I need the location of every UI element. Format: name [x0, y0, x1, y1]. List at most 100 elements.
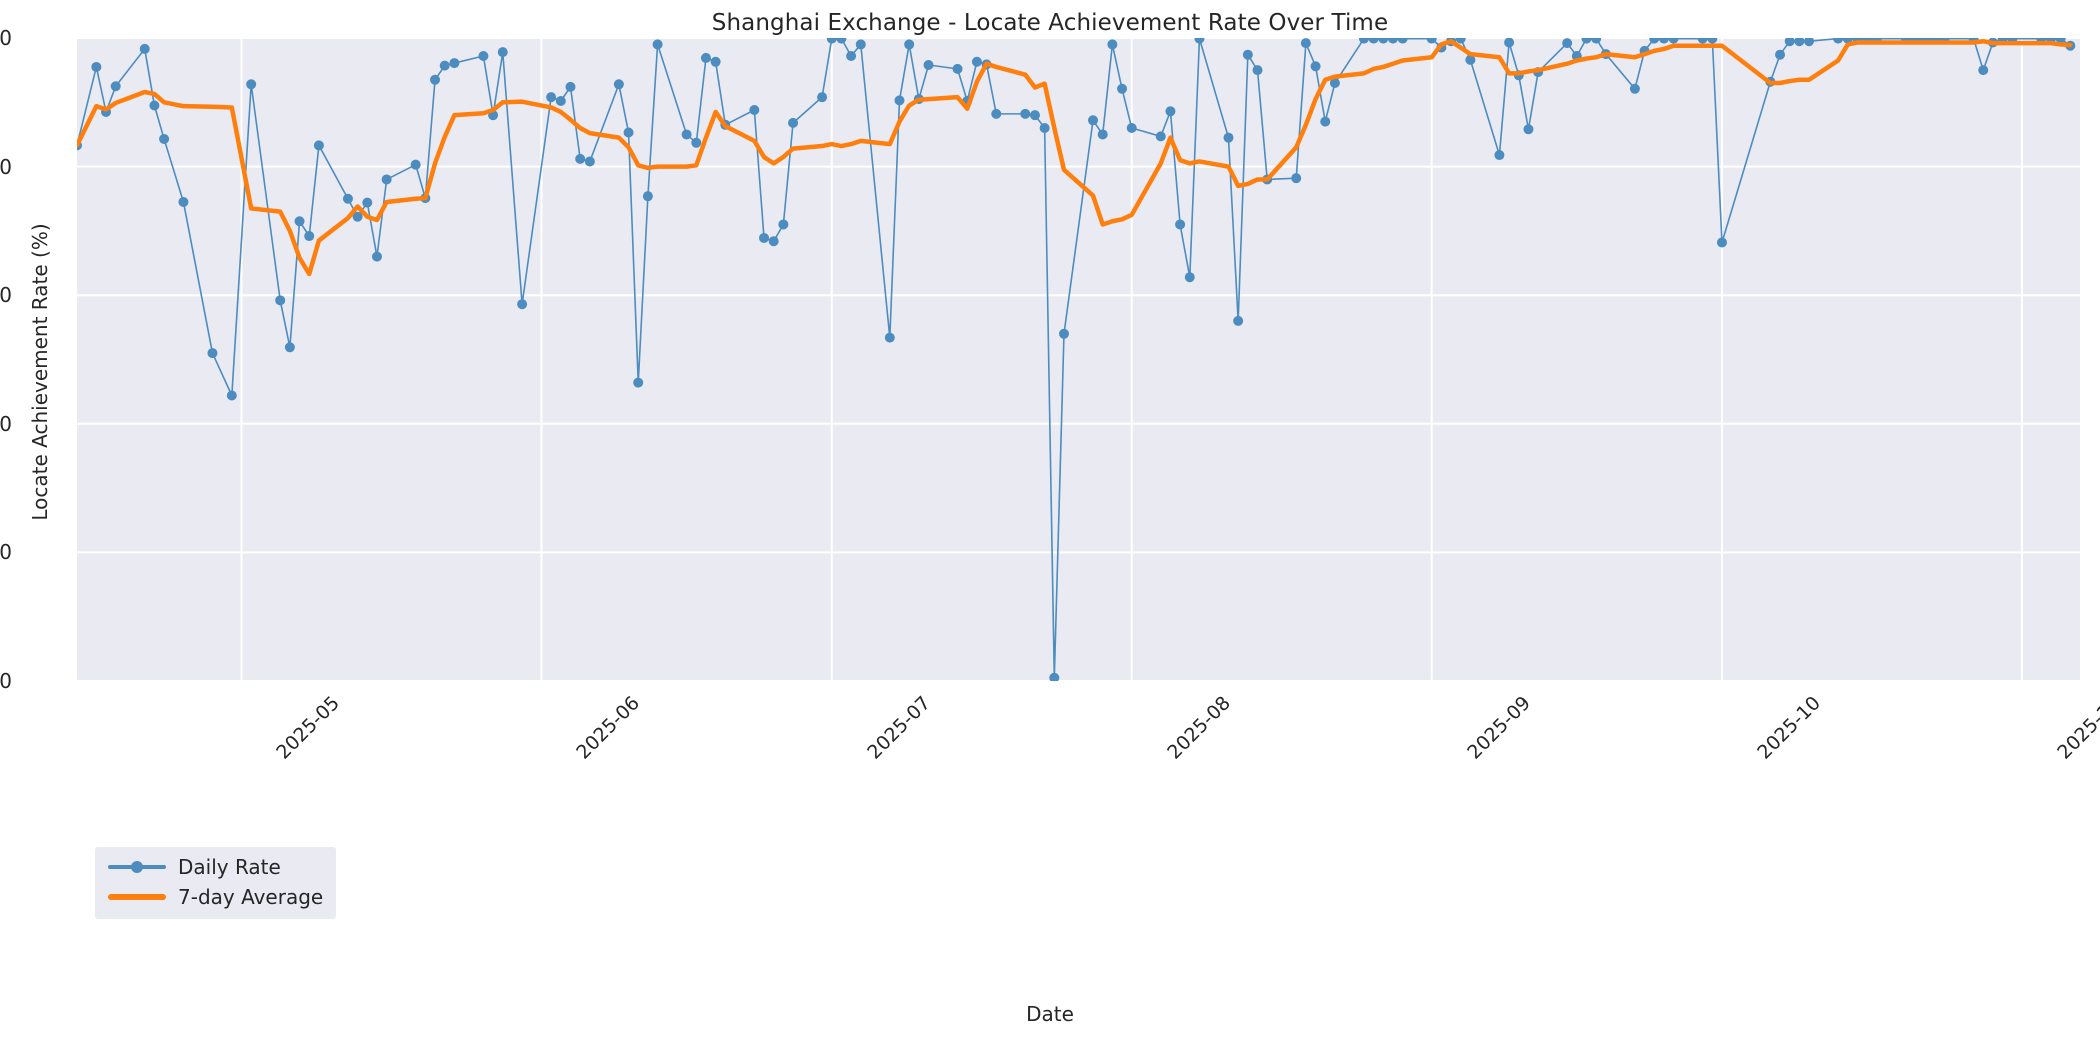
- y-tick-label: 0: [0, 669, 12, 693]
- data-point-marker: [1291, 173, 1302, 184]
- x-tick-label: 2025-05: [272, 692, 345, 764]
- data-point-marker: [1368, 38, 1379, 44]
- data-point-marker: [1039, 123, 1050, 134]
- series-2: [77, 38, 2073, 277]
- data-point-marker: [555, 96, 566, 107]
- data-point-marker: [1649, 38, 1660, 44]
- data-point-marker: [884, 332, 895, 343]
- data-point-marker: [1320, 116, 1331, 127]
- y-tick-label: 20: [0, 540, 12, 565]
- data-point-marker: [275, 295, 286, 306]
- data-point-marker: [546, 92, 557, 103]
- data-point-marker: [1775, 49, 1786, 60]
- data-point-marker: [826, 38, 837, 44]
- data-point-marker: [517, 299, 528, 310]
- y-tick-label: 40: [0, 411, 12, 436]
- data-point-marker: [1126, 123, 1137, 134]
- data-point-marker: [681, 129, 692, 140]
- legend-item: Daily Rate: [108, 855, 323, 879]
- data-point-marker: [246, 79, 257, 90]
- plot-area: [77, 38, 2080, 681]
- data-point-marker: [1629, 83, 1640, 94]
- data-point-marker: [700, 52, 711, 63]
- data-point-marker: [952, 63, 963, 74]
- data-point-marker: [439, 60, 450, 71]
- data-point-marker: [817, 92, 828, 103]
- data-point-marker: [1029, 110, 1040, 121]
- data-point-marker: [91, 61, 102, 72]
- data-point-marker: [642, 191, 653, 202]
- legend-swatch-icon: [108, 886, 166, 908]
- legend-label: 7-day Average: [178, 885, 324, 909]
- data-point-marker: [1833, 38, 1844, 44]
- data-point-marker: [449, 58, 460, 69]
- data-point-marker: [1504, 38, 1515, 48]
- data-point-marker: [304, 231, 315, 242]
- data-point-marker: [352, 211, 363, 222]
- data-point-marker: [1426, 38, 1437, 44]
- data-point-marker: [497, 47, 508, 58]
- data-point-marker: [1117, 83, 1128, 94]
- x-tick-label: 2025-07: [863, 692, 935, 764]
- series-line: [77, 38, 2073, 277]
- data-point-marker: [623, 127, 634, 138]
- data-point-marker: [362, 197, 373, 208]
- data-point-marker: [284, 342, 295, 353]
- data-point-marker: [1697, 38, 1708, 44]
- series-layer: [77, 38, 2076, 681]
- data-point-marker: [1194, 38, 1205, 44]
- data-point-marker: [778, 219, 789, 230]
- y-axis-label: Locate Achievement Rate (%): [28, 223, 52, 521]
- data-point-marker: [1358, 38, 1369, 44]
- data-point-marker: [710, 56, 721, 67]
- data-point-marker: [1300, 38, 1311, 49]
- data-point-marker: [342, 193, 353, 204]
- data-point-marker: [1049, 672, 1060, 681]
- data-point-marker: [410, 159, 421, 170]
- data-point-marker: [1058, 328, 1069, 339]
- data-point-marker: [1562, 38, 1573, 49]
- data-point-marker: [1387, 38, 1398, 44]
- data-point-marker: [207, 348, 218, 359]
- data-point-marker: [381, 174, 392, 185]
- data-point-marker: [1165, 106, 1176, 117]
- data-point-marker: [478, 51, 489, 61]
- data-point-marker: [1378, 38, 1389, 44]
- data-point-marker: [1155, 131, 1166, 142]
- x-tick-label: 2025-06: [572, 692, 645, 764]
- x-tick-label: 2025-09: [1462, 692, 1535, 764]
- data-point-marker: [613, 79, 624, 90]
- data-point-marker: [1184, 272, 1195, 283]
- data-point-marker: [904, 39, 915, 50]
- data-point-marker: [1310, 61, 1321, 72]
- data-point-marker: [894, 95, 905, 106]
- y-tick-label: 100: [0, 26, 12, 50]
- data-point-marker: [633, 377, 644, 388]
- data-point-marker: [565, 81, 576, 92]
- data-point-marker: [923, 60, 934, 71]
- y-tick-label: 60: [0, 283, 12, 308]
- data-point-marker: [371, 251, 382, 262]
- y-tick-label: 80: [0, 154, 12, 179]
- data-point-marker: [1978, 65, 1989, 76]
- x-tick-label: 2025-08: [1162, 692, 1235, 764]
- data-point-marker: [294, 216, 305, 227]
- data-point-marker: [759, 232, 770, 243]
- data-point-marker: [1591, 38, 1602, 44]
- grid-lines: [77, 38, 2080, 681]
- data-point-marker: [971, 56, 982, 67]
- data-point-marker: [110, 81, 121, 92]
- data-point-marker: [846, 51, 857, 61]
- x-tick-label: 2025-11: [2053, 692, 2100, 764]
- data-point-marker: [1252, 65, 1263, 76]
- legend-item: 7-day Average: [108, 885, 324, 909]
- chart-title: Shanghai Exchange - Locate Achievement R…: [711, 10, 1389, 36]
- data-point-marker: [1020, 108, 1031, 119]
- data-point-marker: [1658, 38, 1669, 44]
- data-point-marker: [652, 39, 663, 50]
- plot-canvas: [77, 38, 2080, 681]
- data-point-marker: [139, 43, 150, 54]
- data-point-marker: [691, 137, 702, 148]
- data-point-marker: [1175, 219, 1186, 230]
